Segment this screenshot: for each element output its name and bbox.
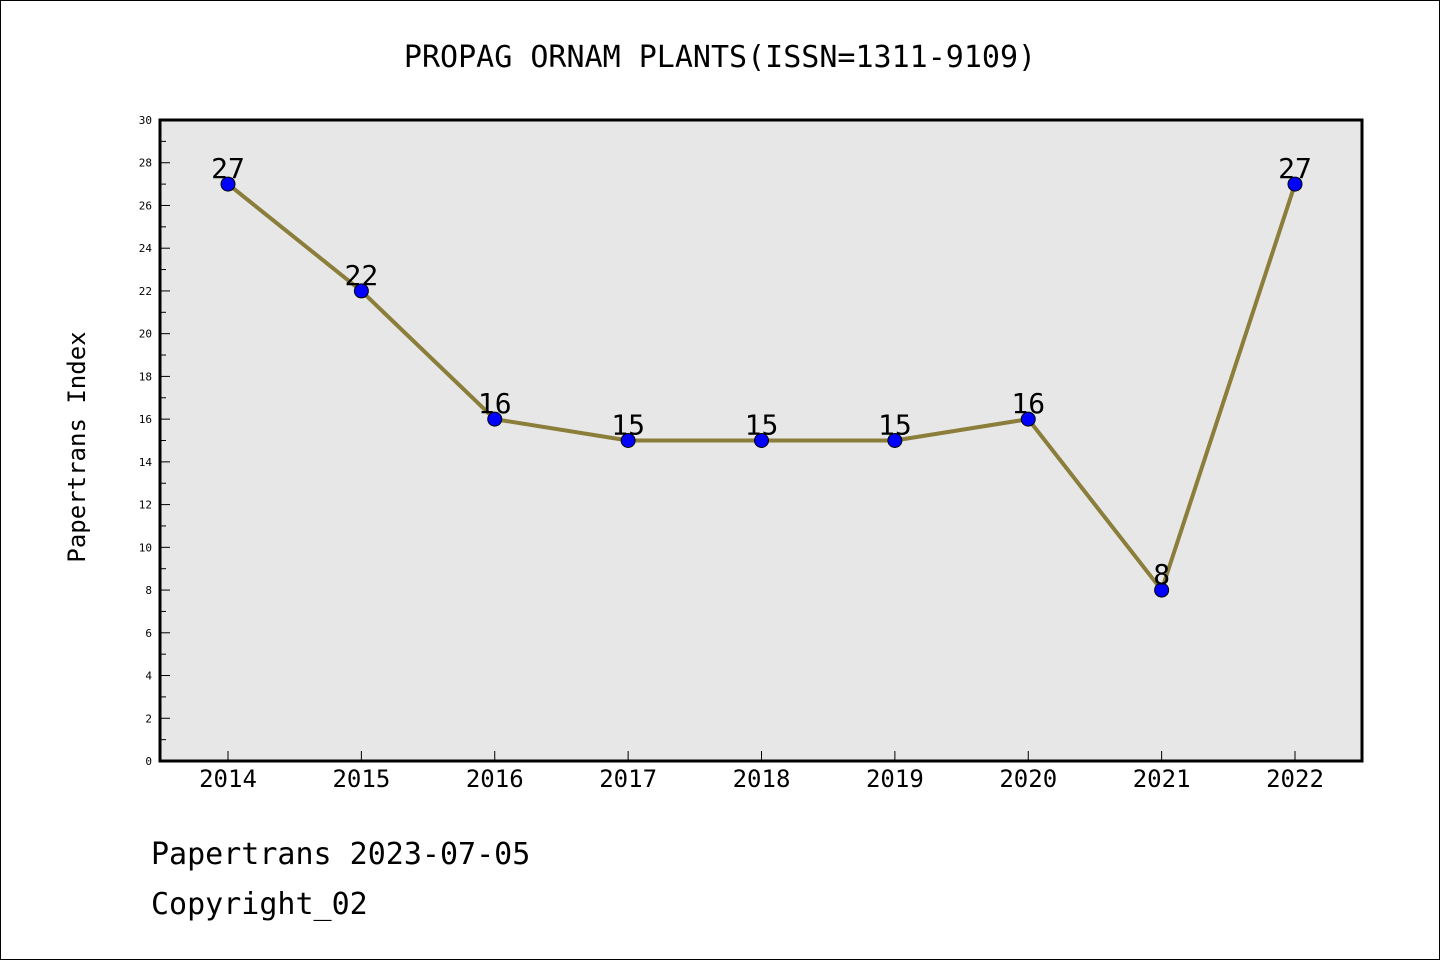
data-label: 16 [478,387,512,420]
y-tick-label: 10 [139,541,152,554]
x-tick-label: 2018 [733,765,791,793]
x-tick-label: 2015 [332,765,390,793]
data-label: 22 [345,259,379,292]
data-point [887,433,903,448]
data-point [220,176,236,192]
y-tick-label: 28 [139,157,152,170]
y-tick-label: 20 [139,328,152,341]
y-tick-label: 18 [139,370,152,383]
data-point [754,433,769,448]
y-tick-label: 4 [145,670,152,683]
data-label: 16 [1011,387,1045,420]
x-tick-label: 2014 [199,765,257,793]
y-tick-label: 16 [139,413,152,426]
y-tick-label: 8 [145,584,152,597]
data-point [620,433,636,448]
y-axis-label: Papertrans Index [63,331,91,562]
y-tick-label: 30 [139,114,152,127]
x-tick-label: 2021 [1133,765,1191,793]
data-point [1154,582,1170,598]
data-labels: 27 22 16 15 15 15 16 8 27 [211,152,1312,591]
x-tick-label: 2022 [1266,765,1324,793]
data-label: 15 [611,409,645,442]
y-tick-label: 22 [139,285,152,298]
x-tick-label: 2019 [866,765,924,793]
data-point [487,411,503,427]
y-tick-label: 24 [139,242,153,255]
y-tick-label: 0 [145,755,152,768]
data-markers [220,176,1303,598]
chart-title: PROPAG ORNAM PLANTS(ISSN=1311-9109) [404,40,1036,75]
data-label: 27 [1278,152,1312,185]
y-tick-label: 14 [139,456,153,469]
data-label: 15 [745,409,779,442]
data-label: 27 [211,152,245,185]
footer-date: Papertrans 2023-07-05 [151,837,531,872]
footer-copyright: Copyright_02 [151,887,368,922]
y-tick-label: 2 [145,712,152,725]
y-tick-label: 26 [139,199,152,212]
data-point [1287,176,1303,192]
data-point [353,283,369,299]
x-tick-label: 2020 [999,765,1057,793]
x-tick-label: 2016 [466,765,524,793]
x-tick-label: 2017 [599,765,657,793]
x-axis-ticks: 2014 2015 2016 2017 2018 2019 2020 2021 2022 [199,751,1324,793]
y-tick-label: 12 [139,499,152,512]
data-label: 15 [878,409,912,442]
data-point [1020,411,1036,427]
y-tick-label: 6 [145,627,152,640]
data-label: 8 [1153,558,1170,591]
